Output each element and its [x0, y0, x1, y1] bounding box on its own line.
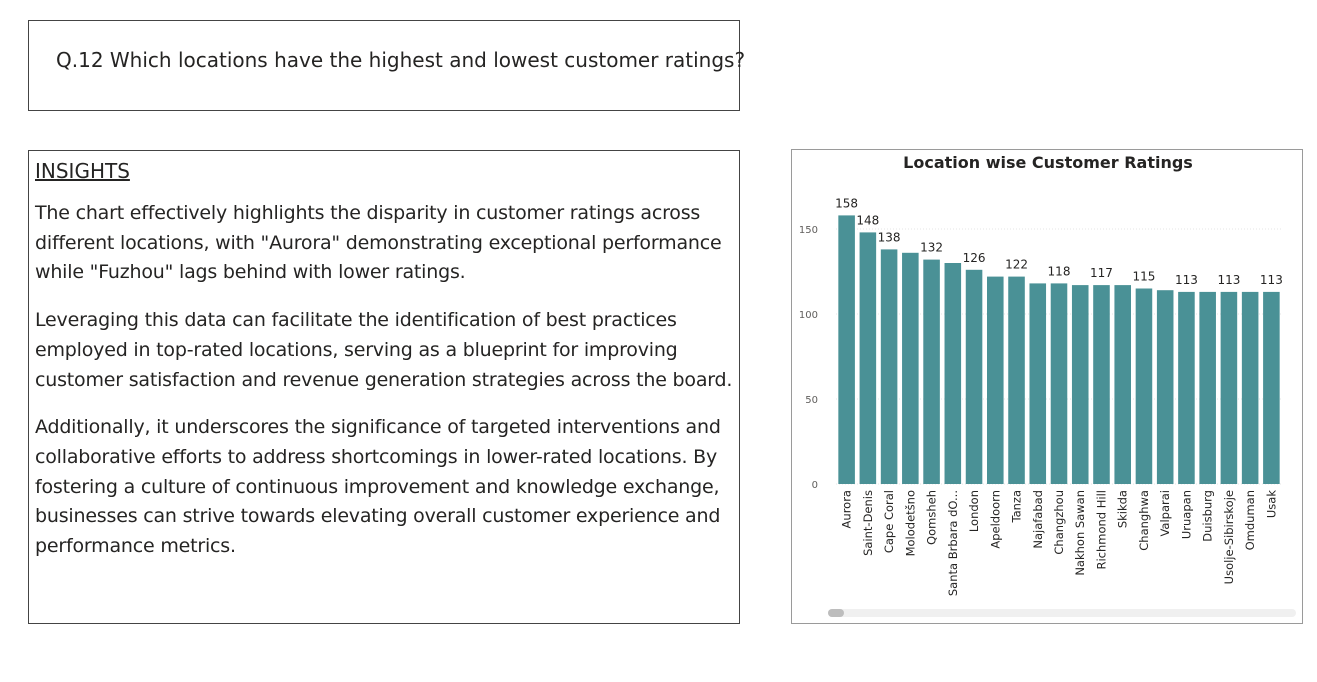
- bar-0[interactable]: [838, 215, 855, 484]
- x-tick-label-20: Usak: [1264, 490, 1278, 518]
- question-card: Q.12 Which locations have the highest an…: [28, 20, 745, 111]
- x-tick-label-0: Aurora: [840, 490, 854, 528]
- data-label-1: 148: [856, 213, 879, 227]
- x-tick-label-16: Uruapan: [1179, 490, 1193, 539]
- bar-12[interactable]: [1093, 285, 1110, 484]
- x-tick-label-13: Skikda: [1116, 490, 1130, 528]
- data-label-6: 126: [963, 251, 986, 265]
- x-tick-label-8: Tanza: [1010, 490, 1024, 524]
- data-label-8: 122: [1005, 258, 1028, 272]
- x-tick-label-4: Qomsheh: [925, 490, 939, 545]
- scrollbar-thumb[interactable]: [828, 609, 844, 617]
- x-tick-label-5: Santa Brbara dO...: [946, 490, 960, 596]
- data-label-18: 113: [1217, 273, 1240, 287]
- y-tick-label: 150: [799, 225, 818, 236]
- data-label-12: 117: [1090, 266, 1113, 280]
- y-tick-label: 0: [812, 480, 818, 491]
- x-tick-label-15: Valparai: [1158, 490, 1172, 537]
- bar-14[interactable]: [1135, 288, 1153, 485]
- bar-13[interactable]: [1114, 285, 1131, 484]
- x-tick-label-19: Omduman: [1243, 490, 1257, 550]
- data-label-4: 132: [920, 241, 943, 255]
- x-tick-label-18: Usolje-Sibirskoje: [1222, 490, 1236, 584]
- x-tick-label-6: London: [967, 490, 981, 532]
- bar-2[interactable]: [880, 249, 898, 484]
- bar-20[interactable]: [1263, 291, 1280, 484]
- insights-paragraph-1: The chart effectively highlights the dis…: [35, 202, 722, 284]
- bar-16[interactable]: [1178, 291, 1195, 484]
- x-tick-label-2: Cape Coral: [882, 490, 896, 553]
- bar-17[interactable]: [1199, 291, 1216, 484]
- x-tick-label-14: Changhwa: [1137, 490, 1151, 551]
- data-label-16: 113: [1175, 273, 1198, 287]
- bars: [838, 215, 1280, 485]
- bar-9[interactable]: [1029, 283, 1047, 484]
- y-axis: 0 50 100 150: [799, 225, 818, 491]
- x-tick-label-12: Richmond Hill: [1094, 490, 1108, 570]
- x-tick-label-1: Saint-Denis: [861, 490, 875, 556]
- bar-5[interactable]: [944, 263, 962, 484]
- bar-7[interactable]: [987, 276, 1004, 484]
- bar-11[interactable]: [1071, 285, 1089, 484]
- bar-8[interactable]: [1008, 276, 1025, 484]
- bar-18[interactable]: [1220, 291, 1238, 484]
- insights-paragraph-3: Additionally, it underscores the signifi…: [35, 416, 721, 558]
- bar-4[interactable]: [923, 259, 940, 484]
- data-label-10: 118: [1048, 264, 1071, 278]
- bar-3[interactable]: [902, 252, 919, 484]
- x-tick-label-10: Changzhou: [1052, 490, 1066, 555]
- bar-10[interactable]: [1050, 283, 1068, 484]
- bar-1[interactable]: [859, 232, 877, 484]
- data-label-20: 113: [1260, 273, 1283, 287]
- bar-19[interactable]: [1241, 291, 1259, 484]
- x-tick-label-17: Duisburg: [1201, 490, 1215, 542]
- x-tick-label-7: Apeldoorn: [988, 490, 1002, 549]
- insights-heading: INSIGHTS: [35, 159, 130, 183]
- x-axis: Aurora Saint-Denis Cape Coral Molodetšno Qom…: [840, 490, 1279, 596]
- x-tick-label-3: Molodetšno: [903, 490, 917, 556]
- y-tick-label: 50: [805, 395, 818, 406]
- y-tick-label: 100: [799, 310, 818, 321]
- question-text: Q.12 Which locations have the highest an…: [56, 48, 746, 72]
- insights-paragraph-2: Leveraging this data can facilitate the …: [35, 309, 733, 391]
- x-tick-label-9: Najafabad: [1031, 490, 1045, 549]
- data-label-14: 115: [1132, 270, 1155, 284]
- x-tick-label-11: Nakhon Sawan: [1073, 490, 1087, 576]
- insights-card: INSIGHTS The chart effectively highlight…: [28, 150, 740, 624]
- horizontal-scrollbar[interactable]: [828, 609, 1296, 617]
- chart-title: Location wise Customer Ratings: [903, 153, 1193, 172]
- bar-15[interactable]: [1156, 290, 1174, 484]
- bar-chart: Location wise Customer Ratings 0 50 100 150…: [799, 153, 1283, 596]
- chart-card[interactable]: Location wise Customer Ratings 0 50 100 150…: [791, 149, 1303, 624]
- data-label-0: 158: [835, 196, 858, 210]
- data-label-2: 138: [878, 230, 901, 244]
- bar-6[interactable]: [965, 269, 983, 484]
- data-labels: 158 148 138 132 126 122 118 117 115 113 113 113: [835, 196, 1283, 287]
